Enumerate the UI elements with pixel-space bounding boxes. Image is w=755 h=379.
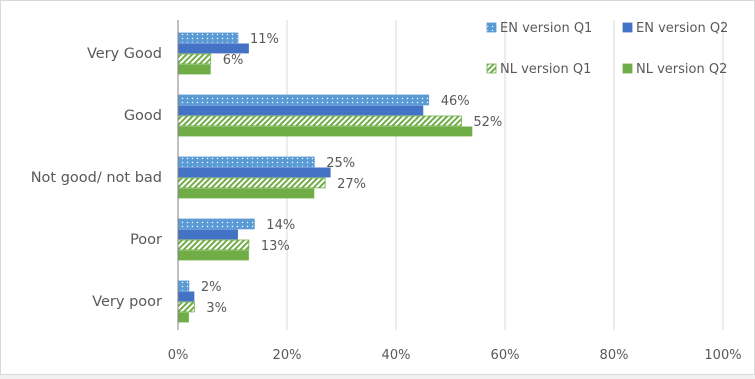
legend-swatch (622, 22, 633, 33)
data-label: 25% (326, 156, 355, 171)
data-label: 3% (206, 301, 227, 316)
y-category-label: Very poor (92, 294, 162, 310)
bar (177, 53, 212, 65)
bar (177, 239, 250, 251)
bar (177, 94, 430, 106)
x-tick-label: 0% (168, 348, 189, 363)
x-tick-label: 60% (491, 348, 520, 363)
data-label: 2% (201, 280, 222, 295)
x-tick-label: 40% (382, 348, 411, 363)
bar (178, 43, 249, 54)
y-category-label: Good (124, 108, 162, 124)
data-label: 11% (250, 32, 279, 47)
legend-swatch (486, 22, 497, 33)
bars (177, 32, 473, 323)
data-label: 52% (473, 115, 502, 130)
bar (177, 32, 239, 44)
x-tick-label: 80% (600, 348, 629, 363)
bar (177, 301, 195, 313)
y-category-label: Not good/ not bad (31, 170, 162, 186)
legend-label: NL version Q1 (500, 62, 591, 77)
data-label: 13% (261, 239, 290, 254)
legend-swatch (486, 63, 497, 74)
legend-swatch (622, 63, 633, 74)
y-category-label: Very Good (87, 46, 162, 62)
gridlines (286, 20, 724, 330)
bar (178, 312, 189, 323)
bar (177, 218, 255, 230)
bar (177, 177, 326, 189)
data-label: 14% (266, 218, 295, 233)
axes: 0% 20% 40% 60% 80% 100% Very Good Good Not good/… (31, 20, 742, 363)
y-category-label: Poor (130, 232, 162, 248)
bar (178, 64, 211, 75)
data-label: 27% (337, 177, 366, 192)
data-label: 6% (223, 53, 244, 68)
bar (178, 291, 195, 302)
legend-label: EN version Q1 (500, 21, 592, 36)
bar (178, 229, 238, 240)
x-tick-label: 100% (704, 348, 741, 363)
bar (177, 115, 462, 127)
bar (177, 280, 190, 292)
x-tick-label: 20% (273, 348, 302, 363)
legend-label: EN version Q2 (636, 21, 728, 36)
bar (178, 250, 249, 261)
data-label: 46% (441, 94, 470, 109)
bar (178, 188, 315, 199)
bar (178, 126, 473, 137)
bar (178, 167, 331, 178)
bar (177, 156, 315, 168)
bar (178, 105, 424, 116)
legend-label: NL version Q2 (636, 62, 727, 77)
legend: EN version Q1 EN version Q2 NL version Q1 N… (486, 21, 728, 77)
data-labels: 11% 6% 46%52% 25% 27% 14% 13% 2% 3% (201, 32, 502, 316)
